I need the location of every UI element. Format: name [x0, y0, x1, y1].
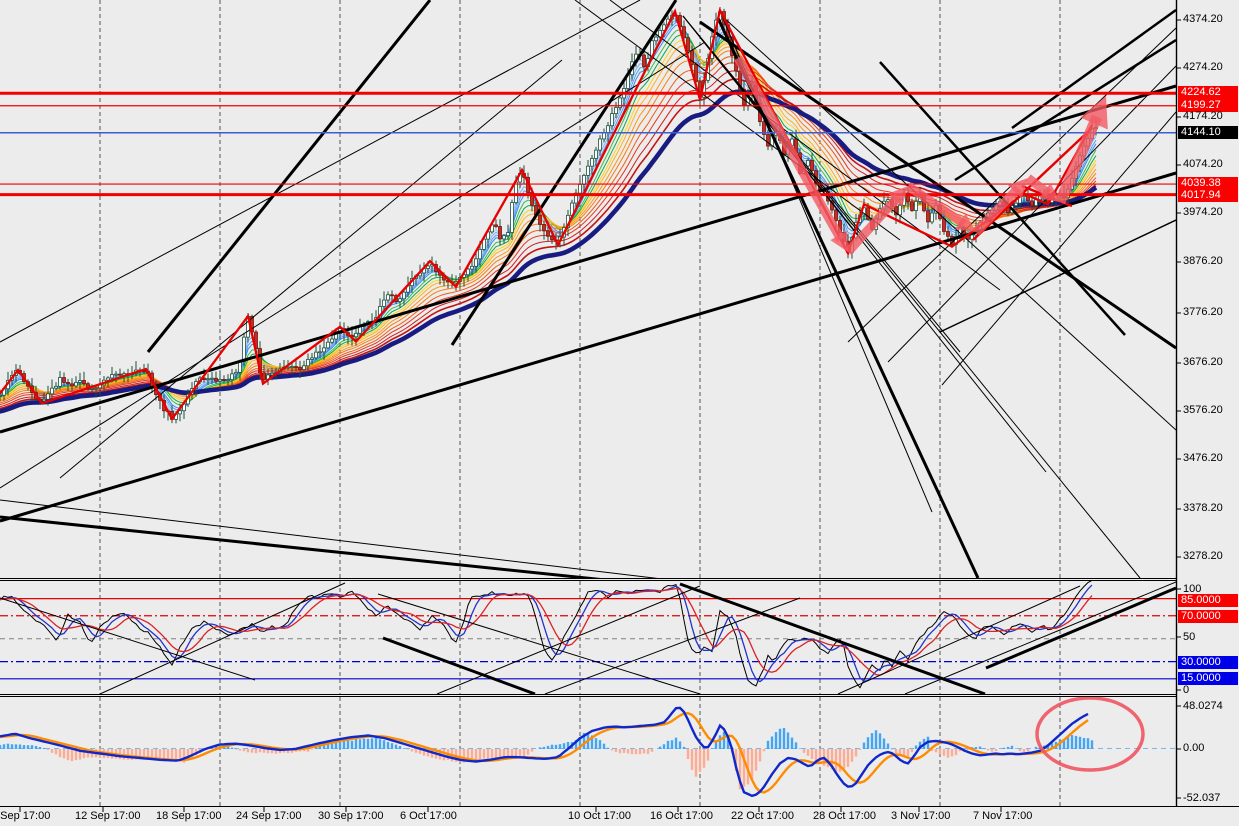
- arrow-head: [1007, 178, 1028, 199]
- stoch-label-100: 100: [1183, 583, 1202, 595]
- hand-drawn-arrow-annotation: [734, 55, 1108, 256]
- price-tick-label: 3776.20: [1183, 306, 1223, 318]
- stochastic-panel: [0, 581, 1176, 694]
- time-axis-label: 24 Sep 17:00: [236, 810, 302, 822]
- macd-panel: [0, 697, 1176, 806]
- price-tick-label: 4374.20: [1183, 13, 1223, 25]
- price-tick-label: 3278.20: [1183, 550, 1223, 562]
- time-axis-label: 30 Sep 17:00: [318, 810, 384, 822]
- macd-line-blue: [0, 706, 1089, 798]
- price-badge-support-1: 4039.38: [1178, 177, 1238, 190]
- main-price-panel: [0, 0, 1176, 578]
- price-badge-resistance-2: 4199.27: [1178, 99, 1238, 112]
- arrow-head: [888, 186, 908, 207]
- price-tick-label: 3676.20: [1183, 356, 1223, 368]
- stoch-badge-30: 30.0000: [1178, 656, 1238, 669]
- stoch-label-50: 50: [1183, 631, 1196, 643]
- price-badge-support-2: 4017.94: [1178, 189, 1238, 202]
- price-tick-label: 4174.20: [1183, 110, 1223, 122]
- time-axis-label: 18 Sep 17:00: [156, 810, 222, 822]
- time-axis-label: 8 Sep 17:00: [0, 810, 51, 822]
- price-tick-label: 3476.20: [1183, 452, 1223, 464]
- arrow-head: [1039, 183, 1060, 202]
- time-axis-label: 7 Nov 17:00: [973, 810, 1033, 822]
- candlestick-layer: [0, 6, 1098, 424]
- arrow-head: [1080, 96, 1108, 130]
- time-axis-label: 28 Oct 17:00: [813, 810, 876, 822]
- stoch-signal-blue: [0, 584, 1093, 683]
- current-price-badge: 4144.10: [1178, 126, 1238, 139]
- macd-label-zero: 0.00: [1183, 742, 1205, 754]
- price-tick-label: 3576.20: [1183, 404, 1223, 416]
- time-axis-label: 6 Oct 17:00: [400, 810, 457, 822]
- time-axis-label: 10 Oct 17:00: [568, 810, 631, 822]
- macd-label-min: -52.037: [1183, 792, 1221, 804]
- stoch-label-0: 0: [1183, 684, 1190, 696]
- price-tick-label: 3378.20: [1183, 502, 1223, 514]
- time-axis-label: 16 Oct 17:00: [650, 810, 713, 822]
- ma-navy-thick: [0, 89, 1098, 414]
- stoch-badge-85: 85.0000: [1178, 594, 1238, 607]
- price-tick-label: 3974.20: [1183, 206, 1223, 218]
- arrow-head: [954, 213, 976, 232]
- highlight-ellipse-annotation: [1035, 697, 1145, 772]
- time-axis-label: 3 Nov 17:00: [891, 810, 951, 822]
- price-tick-label: 4074.20: [1183, 158, 1223, 170]
- arrow-head: [830, 230, 848, 252]
- time-axis-label: 22 Oct 17:00: [731, 810, 794, 822]
- zigzag-line: [0, 6, 1094, 422]
- stoch-badge-70: 70.0000: [1178, 610, 1238, 623]
- price-tick-label: 4274.20: [1183, 61, 1223, 73]
- stoch-badge-15: 15.0000: [1178, 672, 1238, 685]
- macd-label-max: 48.0274: [1183, 700, 1223, 712]
- price-tick-label: 3876.20: [1183, 255, 1223, 267]
- price-badge-resistance-1: 4224.62: [1178, 86, 1238, 99]
- time-axis-label: 12 Sep 17:00: [75, 810, 141, 822]
- stoch-signal-red: [0, 587, 1093, 676]
